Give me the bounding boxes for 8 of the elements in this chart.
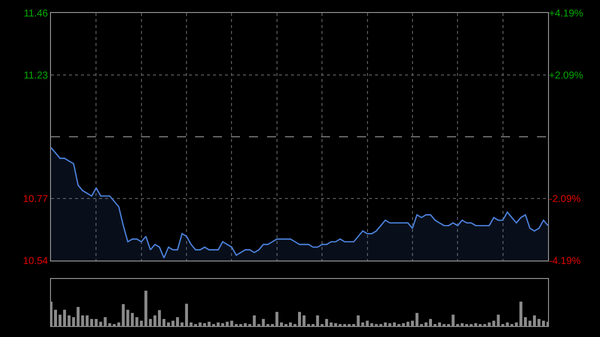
y2-tick-label: -4.19% <box>549 256 581 268</box>
y2-tick-label: +4.19% <box>549 8 584 20</box>
y-tick-label: 10.54 <box>22 256 48 268</box>
y-tick-label: 11.23 <box>24 70 48 82</box>
y2-tick-label: +2.09% <box>549 70 584 82</box>
y-tick-label: 11.46 <box>24 8 48 20</box>
y-tick-label: 10.77 <box>22 194 48 206</box>
y2-tick-label: -2.09% <box>549 194 581 206</box>
